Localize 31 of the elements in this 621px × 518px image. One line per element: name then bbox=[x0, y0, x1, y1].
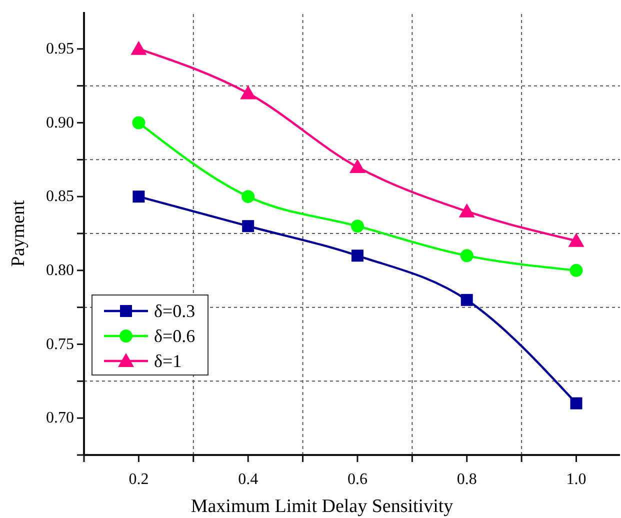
y-tick-label: 0.95 bbox=[46, 40, 74, 58]
y-tick-label: 0.85 bbox=[46, 188, 74, 206]
x-tick-label: 0.8 bbox=[456, 471, 477, 488]
x-tick-label: 0.2 bbox=[128, 471, 149, 488]
x-tick-label: 1.0 bbox=[566, 471, 586, 488]
point bbox=[130, 40, 147, 55]
point bbox=[350, 220, 364, 233]
legend-label: δ=0.6 bbox=[154, 326, 196, 346]
point bbox=[132, 116, 146, 130]
point bbox=[570, 264, 583, 277]
y-axis-title: Payment bbox=[8, 200, 29, 267]
point bbox=[458, 203, 475, 218]
point bbox=[460, 294, 473, 306]
y-tick-label: 0.80 bbox=[46, 262, 74, 279]
legend-label: δ=0.3 bbox=[154, 301, 196, 321]
point bbox=[242, 220, 254, 232]
x-tick-label: 0.4 bbox=[238, 471, 258, 488]
point bbox=[568, 232, 584, 247]
point bbox=[351, 250, 364, 262]
x-tick-label: 0.6 bbox=[347, 471, 368, 488]
point bbox=[132, 190, 145, 203]
y-tick-label: 0.70 bbox=[46, 410, 74, 427]
point bbox=[460, 249, 474, 262]
x-axis-title: Maximum Limit Delay Sensitivity bbox=[190, 496, 454, 517]
y-tick-label: 0.90 bbox=[46, 114, 74, 132]
point bbox=[349, 159, 366, 174]
point bbox=[240, 85, 256, 100]
y-tick-label: 0.75 bbox=[46, 336, 74, 353]
legend-label: δ=1 bbox=[154, 351, 182, 371]
point bbox=[242, 190, 255, 204]
point bbox=[570, 397, 582, 410]
